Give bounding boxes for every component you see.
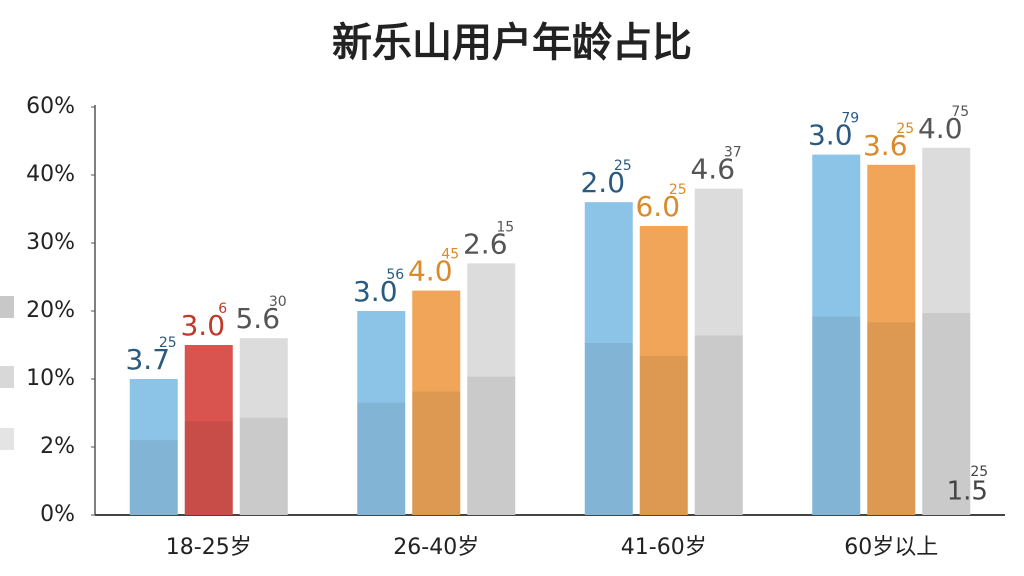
- bar-shade: [584, 342, 633, 515]
- bar-label-small: 30: [269, 294, 287, 310]
- bar-shade: [129, 440, 178, 515]
- bar-label: 3.0: [808, 119, 853, 152]
- bar-shade: [922, 313, 971, 515]
- bar-label: 2.6: [463, 227, 508, 260]
- bar-label-small: 56: [386, 267, 404, 283]
- y-tick-label: 2%: [40, 434, 75, 459]
- bar-shade: [239, 417, 288, 515]
- decoration: [0, 296, 14, 318]
- bar: [129, 379, 178, 515]
- bar: [867, 164, 916, 516]
- x-tick-label: 18-25岁: [166, 535, 252, 560]
- bar: [812, 154, 861, 515]
- y-tick-label: 60%: [26, 94, 75, 119]
- bar: [694, 188, 743, 515]
- y-tick-label: 0%: [40, 502, 75, 527]
- bar-label-small: 45: [441, 247, 459, 263]
- bar: [239, 338, 288, 515]
- annotation: 1.5: [947, 477, 988, 507]
- y-tick-label: 30%: [26, 230, 75, 255]
- bar-shade: [694, 335, 743, 515]
- bar-label: 6.0: [635, 190, 680, 223]
- decoration: [0, 428, 14, 450]
- bar-label-small: 75: [951, 104, 969, 120]
- x-tick-label: 26-40岁: [393, 535, 479, 560]
- bar-label: 3.7: [125, 343, 170, 376]
- bar-shade: [639, 356, 688, 515]
- bar-label-small: 25: [614, 158, 632, 174]
- bar-label-small: 6: [218, 301, 227, 317]
- bar: [357, 311, 406, 515]
- bar-label: 3.0: [180, 309, 225, 342]
- x-tick-label: 41-60岁: [621, 535, 707, 560]
- bar-shade: [357, 402, 406, 515]
- y-tick-label: 10%: [26, 366, 75, 391]
- decoration: [0, 366, 14, 388]
- bar-shade: [812, 316, 861, 515]
- bar: [184, 345, 233, 515]
- bar-shade: [412, 391, 461, 515]
- bar-label-small: 37: [724, 145, 742, 161]
- bar: [412, 290, 461, 515]
- bar-label-small: 15: [496, 219, 514, 235]
- bar-label: 4.6: [690, 153, 735, 186]
- bar-shade: [867, 322, 916, 515]
- bar-label: 3.6: [863, 129, 908, 162]
- bar: [922, 147, 971, 516]
- y-tick-label: 40%: [26, 162, 75, 187]
- bar-shade: [184, 421, 233, 515]
- bar-label-small: 25: [896, 121, 914, 137]
- annotation-small: 25: [970, 464, 988, 480]
- bar: [584, 202, 633, 515]
- bar-shade: [467, 376, 516, 515]
- bar: [467, 263, 516, 515]
- bar-label: 5.6: [235, 302, 280, 335]
- bar-label-small: 79: [841, 111, 859, 127]
- chart-title: 新乐山用户年龄占比: [332, 20, 692, 66]
- bar-label: 3.0: [353, 275, 398, 308]
- bar-label: 4.0: [408, 255, 453, 288]
- bar-label-small: 25: [159, 335, 177, 351]
- bar-label-small: 25: [669, 182, 687, 198]
- bar: [639, 226, 688, 515]
- x-tick-label: 60岁以上: [844, 535, 938, 560]
- y-tick-label: 20%: [26, 298, 75, 323]
- bar-label: 2.0: [580, 166, 625, 199]
- bar-label: 4.0: [918, 112, 963, 145]
